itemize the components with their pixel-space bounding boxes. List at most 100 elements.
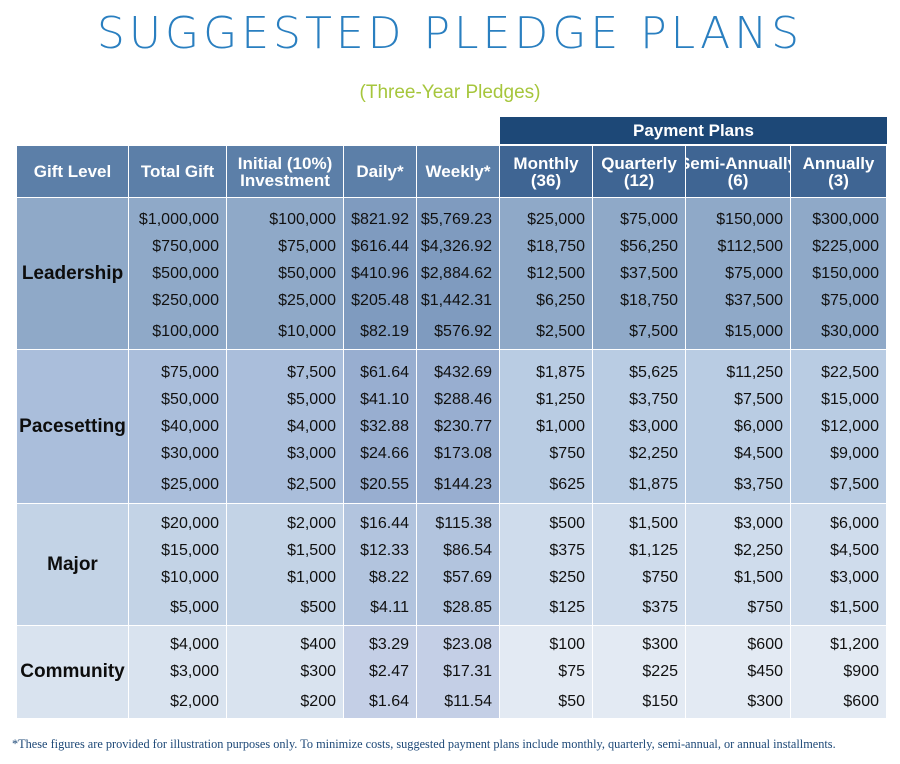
group-community: Community $4,000 $400 $3.29 $23.08 $100 $300 $6… xyxy=(17,626,887,719)
cell-daily: $821.92 xyxy=(344,198,417,233)
cell-semi-annually: $4,500 xyxy=(686,440,791,467)
cell-weekly: $432.69 xyxy=(417,350,500,386)
cell-daily: $20.55 xyxy=(344,467,417,503)
cell-semi-annually: $1,500 xyxy=(686,564,791,591)
cell-total-gift: $250,000 xyxy=(129,287,227,314)
cell-weekly: $173.08 xyxy=(417,440,500,467)
header-daily: Daily* xyxy=(344,146,417,198)
cell-daily: $12.33 xyxy=(344,537,417,564)
cell-total-gift: $1,000,000 xyxy=(129,198,227,233)
table-row: $2,000 $200 $1.64 $11.54 $50 $150 $300 $600 xyxy=(129,685,887,718)
group-leadership: Leadership $1,000,000 $100,000 $821.92 $5,76… xyxy=(17,198,887,350)
cell-quarterly: $3,000 xyxy=(593,413,686,440)
cell-annually: $300,000 xyxy=(791,198,887,233)
cell-quarterly: $300 xyxy=(593,626,686,658)
table-header-row: Gift Level Total Gift Initial (10%) Inves… xyxy=(17,146,887,198)
table-row: $50,000 $5,000 $41.10 $288.46 $1,250 $3,750 $7… xyxy=(129,386,887,413)
cell-initial-investment: $400 xyxy=(227,626,344,658)
cell-semi-annually: $112,500 xyxy=(686,233,791,260)
header-total-gift: Total Gift xyxy=(129,146,227,198)
cell-initial-investment: $2,500 xyxy=(227,467,344,503)
cell-annually: $150,000 xyxy=(791,260,887,287)
cell-initial-investment: $500 xyxy=(227,591,344,625)
cell-annually: $4,500 xyxy=(791,537,887,564)
cell-weekly: $4,326.92 xyxy=(417,233,500,260)
header-monthly: Monthly (36) xyxy=(500,146,593,198)
header-annually: Annually (3) xyxy=(791,146,887,198)
cell-semi-annually: $750 xyxy=(686,591,791,625)
cell-daily: $16.44 xyxy=(344,504,417,537)
table-row: $500,000 $50,000 $410.96 $2,884.62 $12,500 $3… xyxy=(129,260,887,287)
cell-total-gift: $20,000 xyxy=(129,504,227,537)
cell-annually: $225,000 xyxy=(791,233,887,260)
cell-semi-annually: $15,000 xyxy=(686,314,791,349)
cell-total-gift: $2,000 xyxy=(129,685,227,718)
cell-monthly: $500 xyxy=(500,504,593,537)
cell-monthly: $6,250 xyxy=(500,287,593,314)
cell-initial-investment: $50,000 xyxy=(227,260,344,287)
cell-quarterly: $3,750 xyxy=(593,386,686,413)
table-row: $250,000 $25,000 $205.48 $1,442.31 $6,250 $18… xyxy=(129,287,887,314)
cell-initial-investment: $3,000 xyxy=(227,440,344,467)
cell-monthly: $50 xyxy=(500,685,593,718)
cell-monthly: $18,750 xyxy=(500,233,593,260)
cell-initial-investment: $25,000 xyxy=(227,287,344,314)
cell-daily: $2.47 xyxy=(344,658,417,685)
cell-weekly: $576.92 xyxy=(417,314,500,349)
cell-quarterly: $56,250 xyxy=(593,233,686,260)
cell-annually: $15,000 xyxy=(791,386,887,413)
table-row: $4,000 $400 $3.29 $23.08 $100 $300 $600 $1,200 xyxy=(129,626,887,658)
cell-quarterly: $750 xyxy=(593,564,686,591)
cell-daily: $205.48 xyxy=(344,287,417,314)
cell-semi-annually: $11,250 xyxy=(686,350,791,386)
cell-weekly: $115.38 xyxy=(417,504,500,537)
cell-initial-investment: $100,000 xyxy=(227,198,344,233)
cell-quarterly: $1,125 xyxy=(593,537,686,564)
cell-daily: $24.66 xyxy=(344,440,417,467)
cell-daily: $410.96 xyxy=(344,260,417,287)
cell-initial-investment: $1,500 xyxy=(227,537,344,564)
cell-monthly: $12,500 xyxy=(500,260,593,287)
cell-weekly: $86.54 xyxy=(417,537,500,564)
cell-semi-annually: $6,000 xyxy=(686,413,791,440)
cell-annually: $6,000 xyxy=(791,504,887,537)
header-gift-level: Gift Level xyxy=(17,146,129,198)
cell-weekly: $2,884.62 xyxy=(417,260,500,287)
cell-semi-annually: $3,000 xyxy=(686,504,791,537)
cell-total-gift: $30,000 xyxy=(129,440,227,467)
cell-semi-annually: $450 xyxy=(686,658,791,685)
cell-monthly: $125 xyxy=(500,591,593,625)
table-row: $75,000 $7,500 $61.64 $432.69 $1,875 $5,625 $1… xyxy=(129,350,887,386)
cell-semi-annually: $2,250 xyxy=(686,537,791,564)
cell-total-gift: $750,000 xyxy=(129,233,227,260)
header-initial-investment: Initial (10%) Investment xyxy=(227,146,344,198)
cell-initial-investment: $300 xyxy=(227,658,344,685)
cell-initial-investment: $10,000 xyxy=(227,314,344,349)
cell-annually: $9,000 xyxy=(791,440,887,467)
table-row: $3,000 $300 $2.47 $17.31 $75 $225 $450 $900 xyxy=(129,658,887,685)
cell-daily: $61.64 xyxy=(344,350,417,386)
cell-daily: $616.44 xyxy=(344,233,417,260)
cell-weekly: $28.85 xyxy=(417,591,500,625)
cell-annually: $7,500 xyxy=(791,467,887,503)
header-quarterly: Quarterly (12) xyxy=(593,146,686,198)
cell-monthly: $625 xyxy=(500,467,593,503)
cell-daily: $3.29 xyxy=(344,626,417,658)
table-row: $1,000,000 $100,000 $821.92 $5,769.23 $25,00… xyxy=(129,198,887,233)
pledge-table: Gift Level Total Gift Initial (10%) Inves… xyxy=(17,146,887,719)
cell-quarterly: $1,500 xyxy=(593,504,686,537)
cell-weekly: $57.69 xyxy=(417,564,500,591)
cell-total-gift: $75,000 xyxy=(129,350,227,386)
cell-total-gift: $5,000 xyxy=(129,591,227,625)
cell-semi-annually: $7,500 xyxy=(686,386,791,413)
cell-daily: $32.88 xyxy=(344,413,417,440)
cell-annually: $75,000 xyxy=(791,287,887,314)
cell-weekly: $288.46 xyxy=(417,386,500,413)
cell-daily: $8.22 xyxy=(344,564,417,591)
cell-quarterly: $225 xyxy=(593,658,686,685)
cell-total-gift: $4,000 xyxy=(129,626,227,658)
cell-semi-annually: $37,500 xyxy=(686,287,791,314)
gift-level-label: Community xyxy=(17,626,129,718)
table-row: $25,000 $2,500 $20.55 $144.23 $625 $1,875 $3,7… xyxy=(129,467,887,503)
gift-level-label: Major xyxy=(17,504,129,625)
